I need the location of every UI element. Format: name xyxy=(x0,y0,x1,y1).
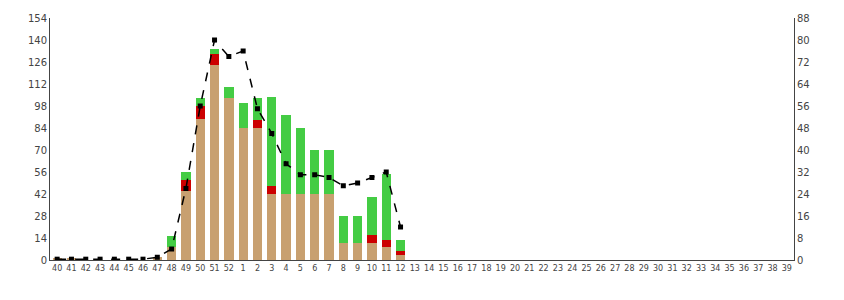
svg-text:30: 30 xyxy=(653,264,663,273)
svg-text:98: 98 xyxy=(34,101,47,112)
svg-text:6: 6 xyxy=(312,264,317,273)
svg-text:36: 36 xyxy=(739,264,749,273)
svg-text:154: 154 xyxy=(28,13,47,24)
svg-text:35: 35 xyxy=(725,264,735,273)
svg-text:2: 2 xyxy=(255,264,260,273)
svg-text:112: 112 xyxy=(28,79,47,90)
svg-text:3: 3 xyxy=(269,264,274,273)
svg-text:27: 27 xyxy=(610,264,620,273)
svg-text:49: 49 xyxy=(181,264,191,273)
svg-text:28: 28 xyxy=(624,264,634,273)
svg-text:40: 40 xyxy=(52,264,62,273)
svg-text:51: 51 xyxy=(209,264,219,273)
svg-text:14: 14 xyxy=(34,233,47,244)
svg-text:23: 23 xyxy=(553,264,563,273)
svg-text:31: 31 xyxy=(667,264,677,273)
svg-text:126: 126 xyxy=(28,57,47,68)
svg-text:37: 37 xyxy=(753,264,763,273)
svg-text:80: 80 xyxy=(797,35,810,46)
svg-text:10: 10 xyxy=(367,264,377,273)
svg-text:1: 1 xyxy=(241,264,246,273)
svg-text:25: 25 xyxy=(581,264,591,273)
svg-text:70: 70 xyxy=(34,145,47,156)
svg-text:0: 0 xyxy=(797,255,803,266)
svg-text:44: 44 xyxy=(109,264,119,273)
svg-text:43: 43 xyxy=(95,264,105,273)
svg-text:22: 22 xyxy=(539,264,549,273)
svg-text:47: 47 xyxy=(152,264,162,273)
svg-text:16: 16 xyxy=(797,211,810,222)
svg-text:14: 14 xyxy=(424,264,434,273)
svg-text:24: 24 xyxy=(567,264,577,273)
svg-text:28: 28 xyxy=(34,211,47,222)
svg-text:46: 46 xyxy=(138,264,148,273)
svg-text:39: 39 xyxy=(782,264,792,273)
svg-text:11: 11 xyxy=(381,264,391,273)
svg-text:4: 4 xyxy=(284,264,289,273)
svg-text:84: 84 xyxy=(34,123,47,134)
svg-text:38: 38 xyxy=(767,264,777,273)
svg-text:42: 42 xyxy=(34,189,47,200)
svg-text:18: 18 xyxy=(481,264,491,273)
svg-text:48: 48 xyxy=(797,123,810,134)
svg-text:15: 15 xyxy=(438,264,448,273)
svg-text:5: 5 xyxy=(298,264,303,273)
svg-text:0: 0 xyxy=(41,255,47,266)
svg-text:64: 64 xyxy=(797,79,810,90)
svg-text:9: 9 xyxy=(355,264,360,273)
svg-text:16: 16 xyxy=(453,264,463,273)
svg-text:50: 50 xyxy=(195,264,205,273)
svg-text:140: 140 xyxy=(28,35,47,46)
svg-text:45: 45 xyxy=(124,264,134,273)
svg-text:17: 17 xyxy=(467,264,477,273)
svg-text:8: 8 xyxy=(341,264,346,273)
svg-text:52: 52 xyxy=(224,264,234,273)
svg-text:41: 41 xyxy=(66,264,76,273)
svg-text:32: 32 xyxy=(682,264,692,273)
svg-text:88: 88 xyxy=(797,13,810,24)
svg-text:42: 42 xyxy=(81,264,91,273)
svg-text:7: 7 xyxy=(326,264,331,273)
svg-text:21: 21 xyxy=(524,264,534,273)
svg-text:12: 12 xyxy=(395,264,405,273)
svg-text:56: 56 xyxy=(797,101,810,112)
svg-text:33: 33 xyxy=(696,264,706,273)
svg-text:24: 24 xyxy=(797,189,810,200)
svg-text:40: 40 xyxy=(797,145,810,156)
svg-text:13: 13 xyxy=(410,264,420,273)
svg-text:72: 72 xyxy=(797,57,810,68)
svg-text:8: 8 xyxy=(797,233,803,244)
svg-text:29: 29 xyxy=(639,264,649,273)
svg-text:26: 26 xyxy=(596,264,606,273)
svg-text:48: 48 xyxy=(167,264,177,273)
svg-text:34: 34 xyxy=(710,264,720,273)
svg-text:56: 56 xyxy=(34,167,47,178)
svg-text:19: 19 xyxy=(496,264,506,273)
svg-text:20: 20 xyxy=(510,264,520,273)
svg-text:32: 32 xyxy=(797,167,810,178)
